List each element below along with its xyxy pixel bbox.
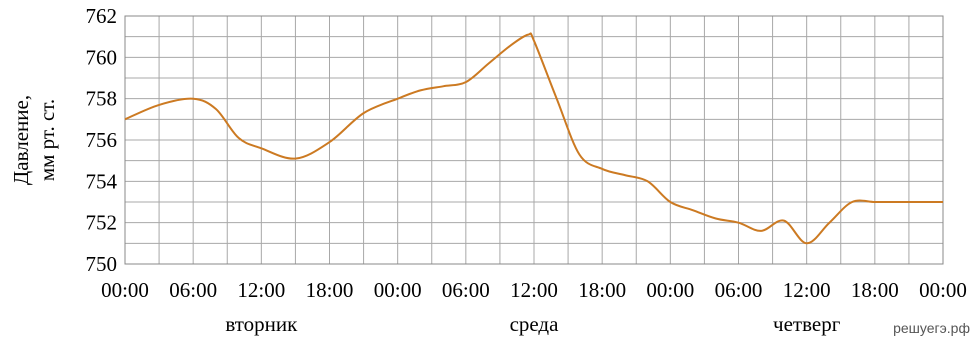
y-axis-label-line-2: мм рт. ст. xyxy=(35,99,59,181)
x-tick-label: 12:00 xyxy=(510,278,558,302)
x-tick-label: 18:00 xyxy=(306,278,354,302)
x-tick-label: 12:00 xyxy=(237,278,285,302)
day-label: среда xyxy=(510,312,560,336)
x-tick-label: 00:00 xyxy=(101,278,149,302)
x-tick-label: 06:00 xyxy=(442,278,490,302)
x-tick-label: 00:00 xyxy=(919,278,967,302)
x-tick-label: 06:00 xyxy=(715,278,763,302)
x-tick-labels: 00:00 06:00 12:00 18:00 00:00 06:00 12:00 18:00… xyxy=(101,278,967,302)
plot-frame xyxy=(124,15,944,265)
y-tick-label: 752 xyxy=(86,211,118,235)
grid xyxy=(124,15,944,265)
y-tick-labels: 750 752 754 756 758 760 762 xyxy=(86,4,118,276)
y-axis-label-line-1: Давление, xyxy=(9,95,33,185)
pressure-series-line xyxy=(124,32,943,245)
y-tick-label: 760 xyxy=(86,45,118,69)
x-tick-label: 06:00 xyxy=(169,278,217,302)
y-tick-label: 756 xyxy=(86,128,118,152)
y-tick-label: 754 xyxy=(86,169,118,193)
day-label: вторник xyxy=(225,312,298,336)
y-tick-label: 758 xyxy=(86,87,118,111)
x-tick-label: 00:00 xyxy=(374,278,422,302)
day-labels: вторник среда четверг xyxy=(225,312,840,336)
y-tick-label: 750 xyxy=(86,252,118,276)
watermark: решуегэ.рф xyxy=(893,320,970,336)
x-tick-label: 18:00 xyxy=(851,278,899,302)
x-tick-label: 18:00 xyxy=(578,278,626,302)
y-axis-label: Давление, мм рт. ст. xyxy=(9,95,59,185)
y-tick-label: 762 xyxy=(86,4,118,28)
x-tick-label: 00:00 xyxy=(646,278,694,302)
x-tick-label: 12:00 xyxy=(783,278,831,302)
day-label: четверг xyxy=(773,312,841,336)
